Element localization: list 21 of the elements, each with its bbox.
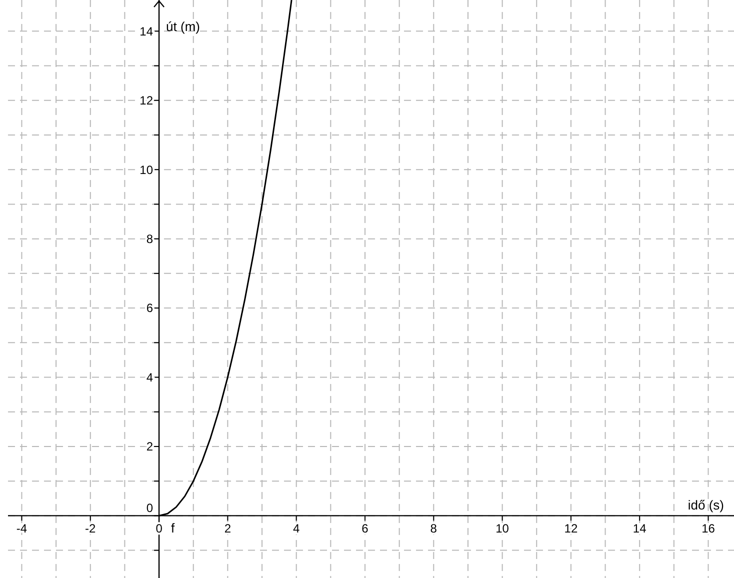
- y-tick-label: 0: [146, 501, 154, 516]
- y-tick-label: 2: [146, 440, 154, 454]
- y-tick-label: 14: [140, 24, 154, 38]
- x-tick-label: 4: [292, 522, 300, 536]
- x-tick-label: 6: [362, 522, 369, 536]
- x-tick-label: -4: [16, 522, 28, 536]
- x-tick-label: 8: [430, 522, 438, 536]
- x-tick-label: 12: [564, 522, 578, 536]
- x-tick-label: 16: [702, 522, 716, 536]
- x-tick-label: 14: [632, 522, 647, 536]
- y-tick-label: 8: [146, 232, 154, 246]
- x-tick-label: 2: [224, 522, 232, 536]
- x-axis-title: idő (s): [688, 498, 724, 513]
- y-tick-label: 6: [146, 301, 154, 316]
- y-axis-title: út (m): [166, 19, 200, 34]
- y-tick-label: 10: [140, 162, 154, 177]
- x-tick-label: -2: [85, 522, 96, 536]
- y-tick-label: 12: [140, 94, 154, 108]
- x-tick-label: 10: [496, 522, 510, 536]
- y-tick-label: 4: [146, 370, 154, 384]
- series-label: f: [171, 520, 176, 536]
